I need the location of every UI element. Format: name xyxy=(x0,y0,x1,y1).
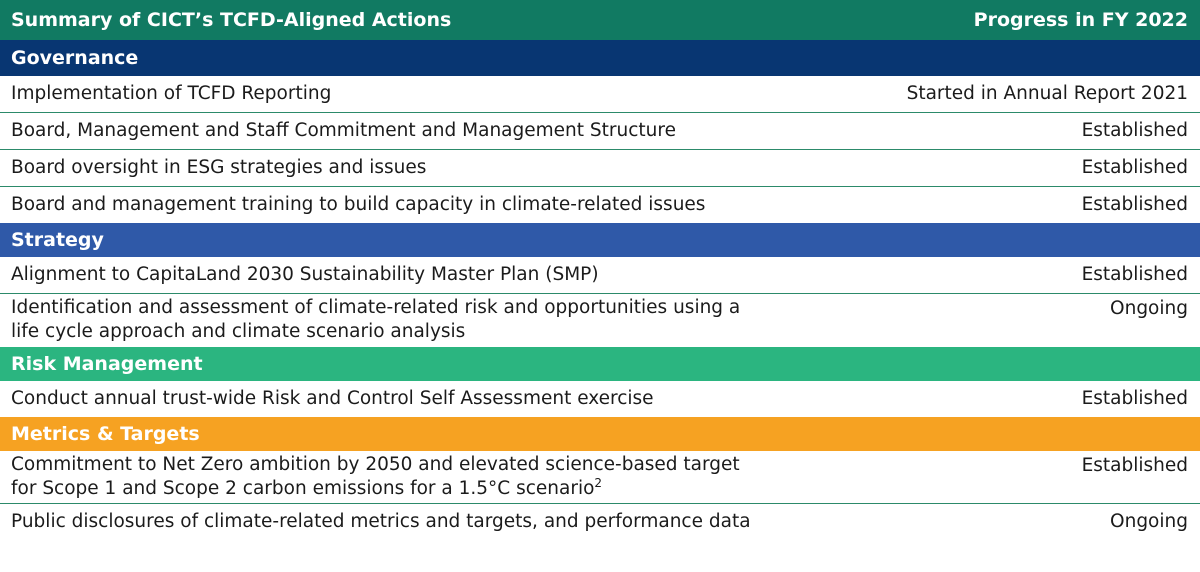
progress-cell: Established xyxy=(1081,194,1188,215)
progress-cell: Established xyxy=(860,257,1200,294)
table-header-row: Summary of CICT’s TCFD-Aligned Actions P… xyxy=(0,0,1200,40)
section-strategy: Strategy xyxy=(0,223,1200,257)
section-title: Strategy xyxy=(11,229,104,251)
header-actions-title: Summary of CICT’s TCFD-Aligned Actions xyxy=(11,9,452,31)
action-cell: Identification and assessment of climate… xyxy=(0,294,860,347)
section-title: Metrics & Targets xyxy=(11,422,200,445)
progress-cell: Started in Annual Report 2021 xyxy=(860,76,1200,113)
table-row: Board oversight in ESG strategies and is… xyxy=(0,149,1200,187)
table-row: Commitment to Net Zero ambition by 2050 … xyxy=(0,450,1200,504)
progress-cell: Established xyxy=(1081,387,1188,409)
progress-cell: Established xyxy=(860,112,1200,150)
progress-cell: Established xyxy=(860,450,1200,504)
table-row: Conduct annual trust-wide Risk and Contr… xyxy=(0,381,1200,417)
action-line-2: life cycle approach and climate scenario… xyxy=(11,321,466,342)
section-title: Governance xyxy=(11,47,139,69)
progress-cell: Established xyxy=(860,149,1200,187)
progress-cell: Ongoing xyxy=(1110,298,1188,319)
progress-cell: Ongoing xyxy=(1110,511,1188,532)
action-line-1: Identification and assessment of climate… xyxy=(11,297,741,318)
table-row: Board, Management and Staff Commitment a… xyxy=(0,112,1200,150)
tcfd-summary-table: Summary of CICT’s TCFD-Aligned Actions P… xyxy=(0,0,1200,541)
section-title: Risk Management xyxy=(11,352,203,375)
action-line-2-text: for Scope 1 and Scope 2 carbon emissions… xyxy=(11,477,595,499)
action-cell: Alignment to CapitaLand 2030 Sustainabil… xyxy=(0,257,860,294)
action-cell: Board oversight in ESG strategies and is… xyxy=(0,149,860,187)
table-row: Implementation of TCFD Reporting Started… xyxy=(0,76,1200,113)
table-row: Alignment to CapitaLand 2030 Sustainabil… xyxy=(0,257,1200,294)
action-cell: Commitment to Net Zero ambition by 2050 … xyxy=(0,450,860,504)
section-risk-management: Risk Management xyxy=(0,346,1200,381)
table-row: Identification and assessment of climate… xyxy=(0,294,1200,347)
action-line-2: for Scope 1 and Scope 2 carbon emissions… xyxy=(11,475,859,501)
table-row: Public disclosures of climate-related me… xyxy=(0,504,1200,541)
action-cell: Implementation of TCFD Reporting xyxy=(0,76,860,113)
action-cell: Board and management training to build c… xyxy=(11,194,706,215)
footnote-marker: 2 xyxy=(594,475,603,490)
table-row: Board and management training to build c… xyxy=(0,187,1200,224)
section-governance: Governance xyxy=(0,40,1200,76)
header-progress-title: Progress in FY 2022 xyxy=(973,9,1188,31)
section-metrics-targets: Metrics & Targets xyxy=(0,416,1200,451)
action-cell: Board, Management and Staff Commitment a… xyxy=(0,112,860,150)
action-cell: Public disclosures of climate-related me… xyxy=(11,511,751,532)
action-line-1: Commitment to Net Zero ambition by 2050 … xyxy=(11,453,740,475)
action-cell: Conduct annual trust-wide Risk and Contr… xyxy=(11,387,654,409)
